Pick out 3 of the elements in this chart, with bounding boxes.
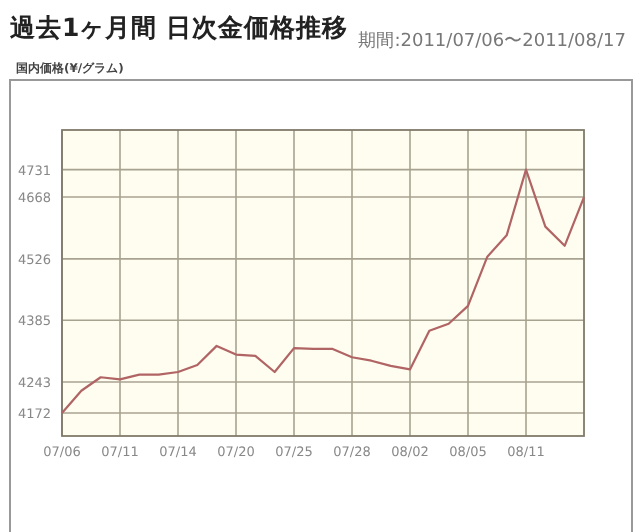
chart-subtitle: 期間:2011/07/06〜2011/08/17 <box>358 30 626 52</box>
line-series <box>60 168 586 415</box>
chart-title: 過去1ヶ月間 日次金価格推移 <box>10 12 349 42</box>
